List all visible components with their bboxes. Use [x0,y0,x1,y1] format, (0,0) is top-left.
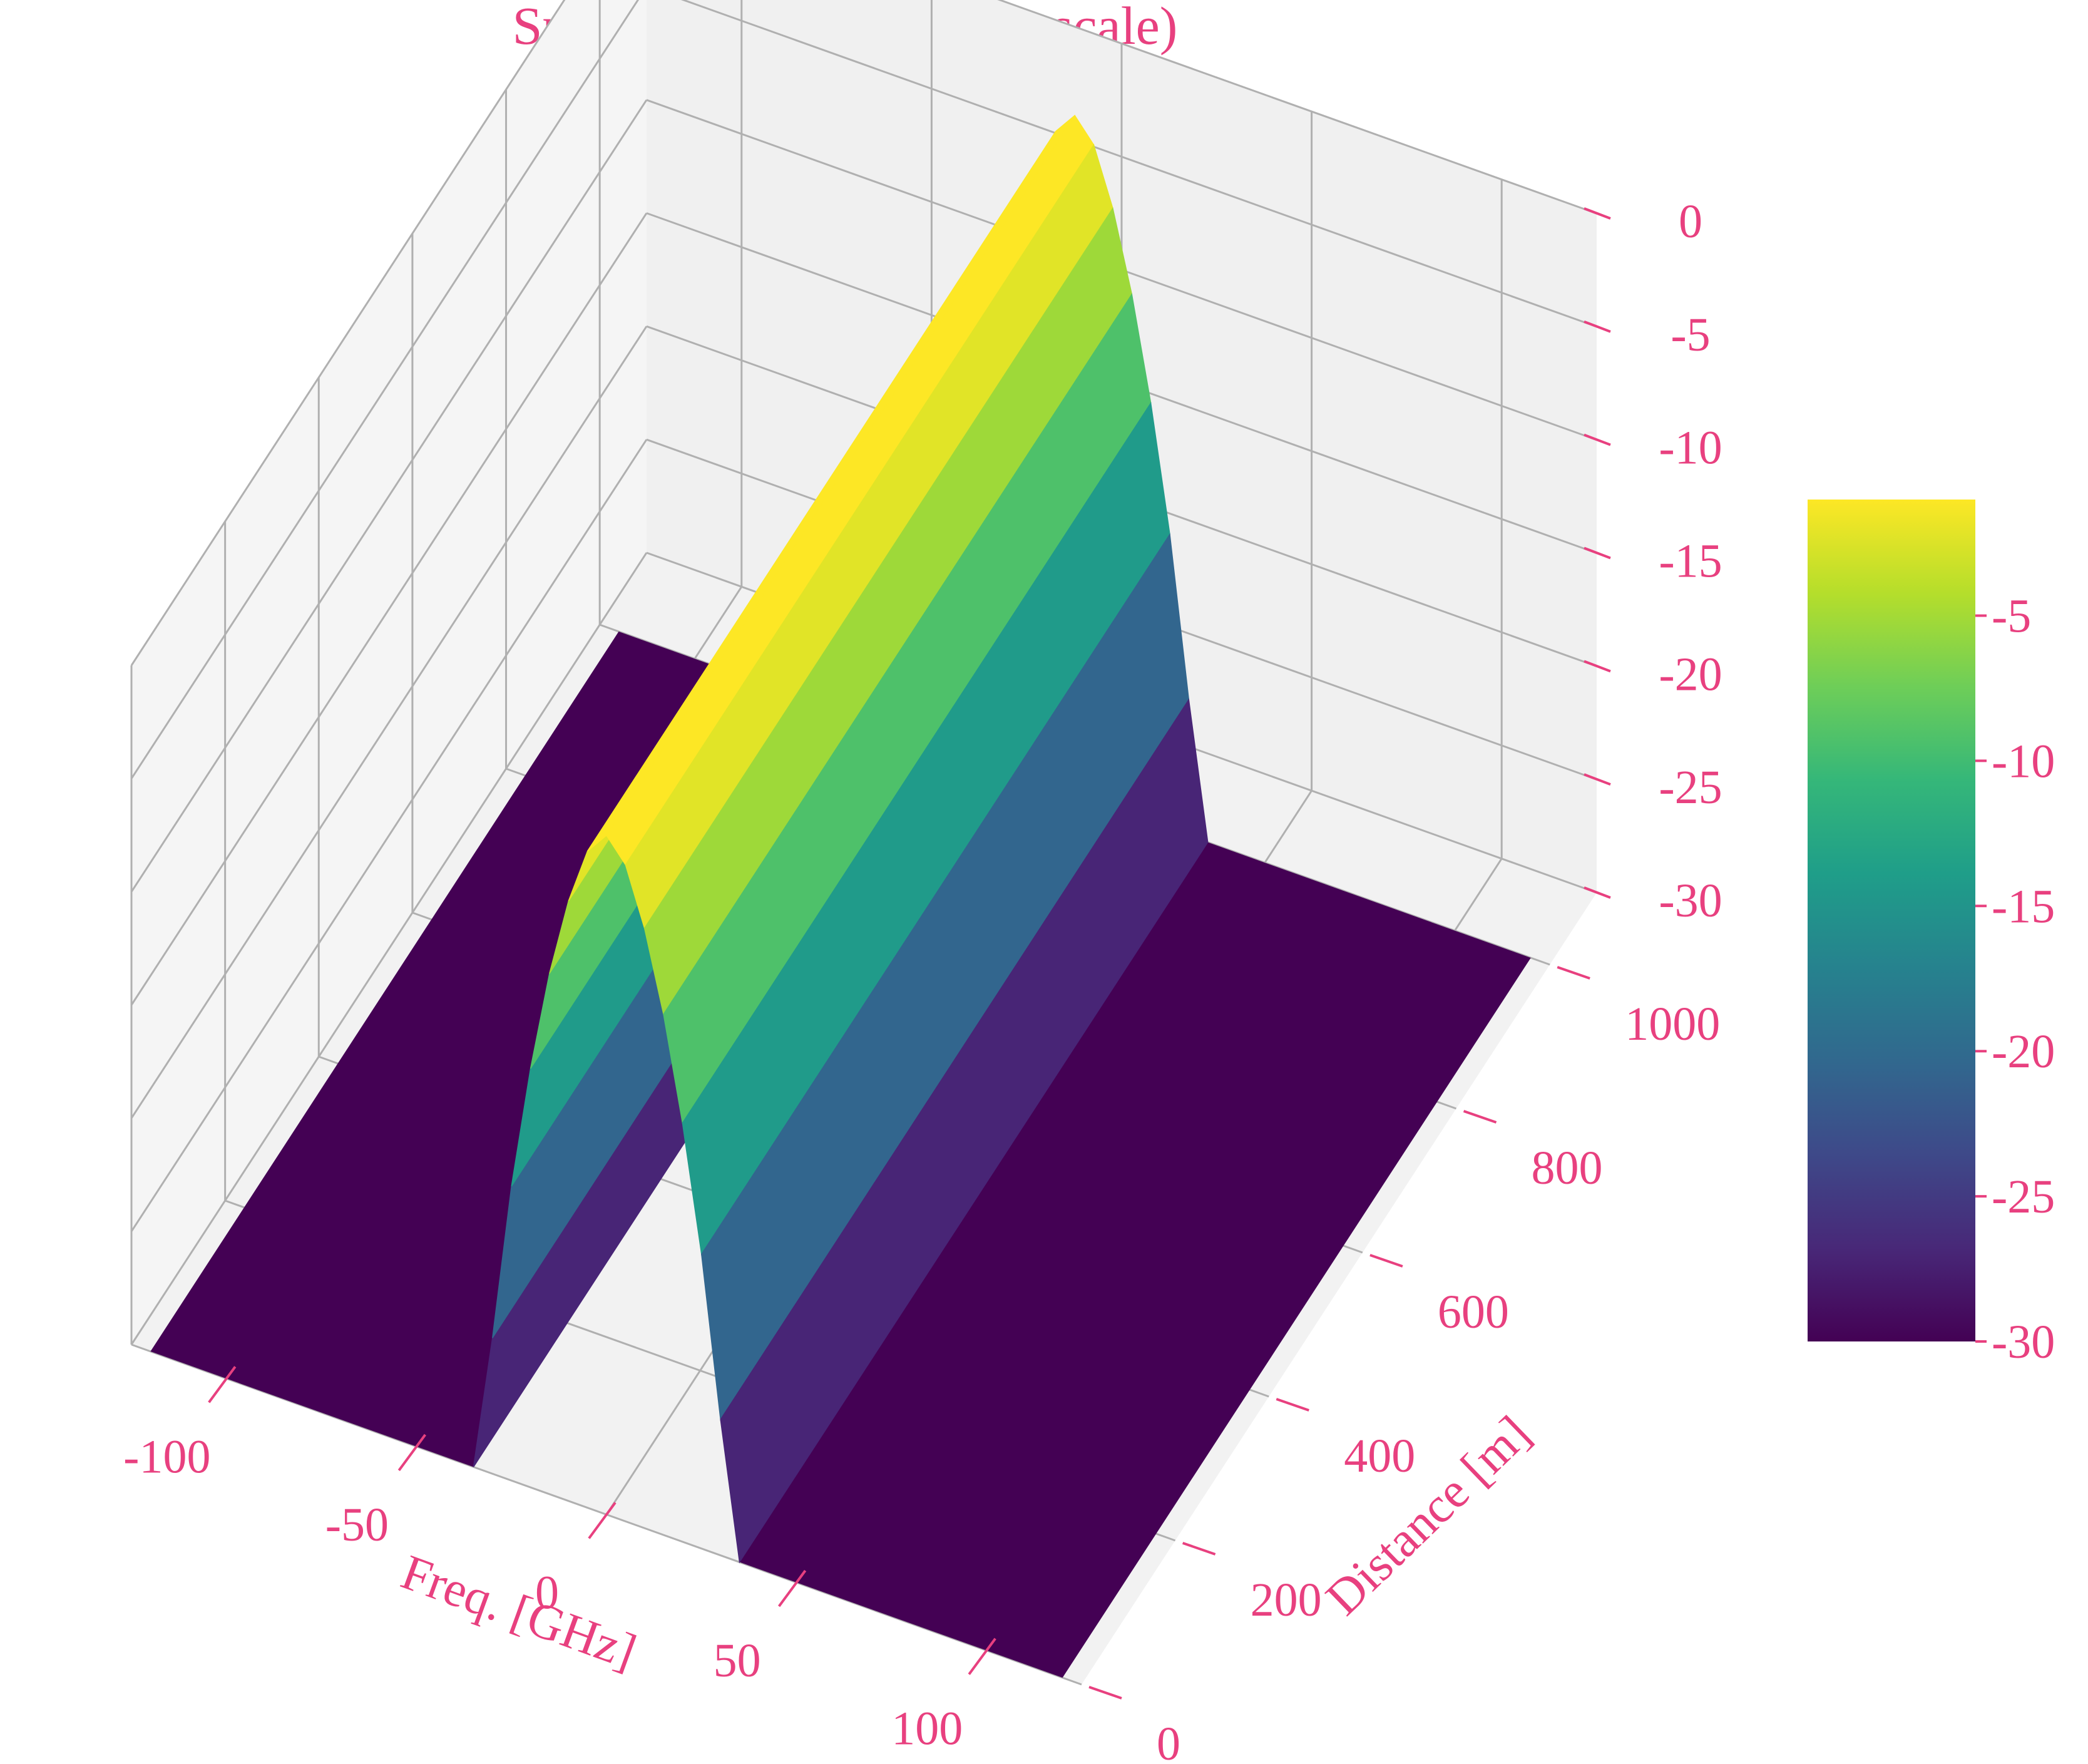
surface-strip [720,698,1209,1564]
surface-plot [150,115,1531,1678]
grid-line-db-left [130,0,566,666]
y-tick-label: 600 [1438,1286,1509,1338]
pane-left [131,0,647,1345]
z-tick-label: -10 [1659,422,1722,474]
grid-line-db-left [130,439,648,1232]
colorbar-tick-label: -10 [1992,735,2055,787]
grid-line-db-left [130,99,648,893]
y-tick-label: 0 [1157,1718,1180,1764]
grid-line-db-back [997,0,1597,215]
y-tick-label: 400 [1344,1430,1415,1482]
z-tick-mark [1584,433,1611,446]
z-tick-mark [1584,886,1611,899]
colorbar-tick-label: -25 [1992,1171,2055,1223]
y-tick-mark [1182,1542,1216,1556]
z-tick-label: 0 [1679,195,1702,248]
x-tick-mark [588,1502,617,1539]
y-tick-mark [1369,1254,1403,1268]
x-tick-label: 50 [714,1634,761,1687]
y-tick-label: 200 [1251,1574,1322,1626]
grid-line-db-left [130,0,640,779]
z-tick-mark [1584,660,1611,673]
y-tick-mark [1276,1398,1309,1412]
x-axis-label: Freq. [GHz] [394,1544,643,1679]
y-tick-mark [1088,1686,1122,1700]
grid-line-db-left [130,552,648,1345]
z-tick-label: -15 [1659,535,1722,588]
grid-line-db-left [130,212,648,1006]
colorbar-tick-label: -5 [1992,590,2031,643]
z-tick-label: -5 [1671,309,1710,361]
colorbar-tick-label: -30 [1992,1316,2055,1368]
colorbar-tick-label: -15 [1992,880,2055,933]
surface-floor-right [739,842,1531,1678]
colorbar-tick-label: -20 [1992,1025,2055,1078]
colorbar: -5 -10 -15 -20 -25 -30 [1808,500,2055,1368]
x-tick-label: 0 [535,1567,559,1619]
y-tick-label: 1000 [1625,998,1720,1050]
z-tick-mark [1584,773,1611,786]
x-tick-label: -50 [325,1499,389,1551]
x-tick-mark [397,1433,427,1472]
x-tick-label: -100 [123,1430,210,1483]
grid-line-db-back [680,0,1597,328]
z-tick-mark [1584,207,1611,220]
z-tick-label: -25 [1659,761,1722,814]
y-tick-label: 800 [1532,1142,1603,1194]
x-tick-mark [777,1569,807,1608]
grid-line-db-left [130,326,648,1119]
z-tick-mark [1584,320,1611,333]
x-tick-mark [208,1366,237,1403]
x-tick-label: 100 [891,1703,963,1755]
colorbar-ticks: -5 -10 -15 -20 -25 -30 [1975,590,2055,1368]
y-tick-mark [1557,966,1590,980]
z-tick-mark [1584,546,1611,560]
z-tick-label: -20 [1659,648,1722,700]
y-tick-mark [1463,1110,1497,1124]
z-tick-label: -30 [1659,874,1722,927]
colorbar-gradient [1808,500,1975,1341]
x-tick-mark [968,1638,996,1675]
